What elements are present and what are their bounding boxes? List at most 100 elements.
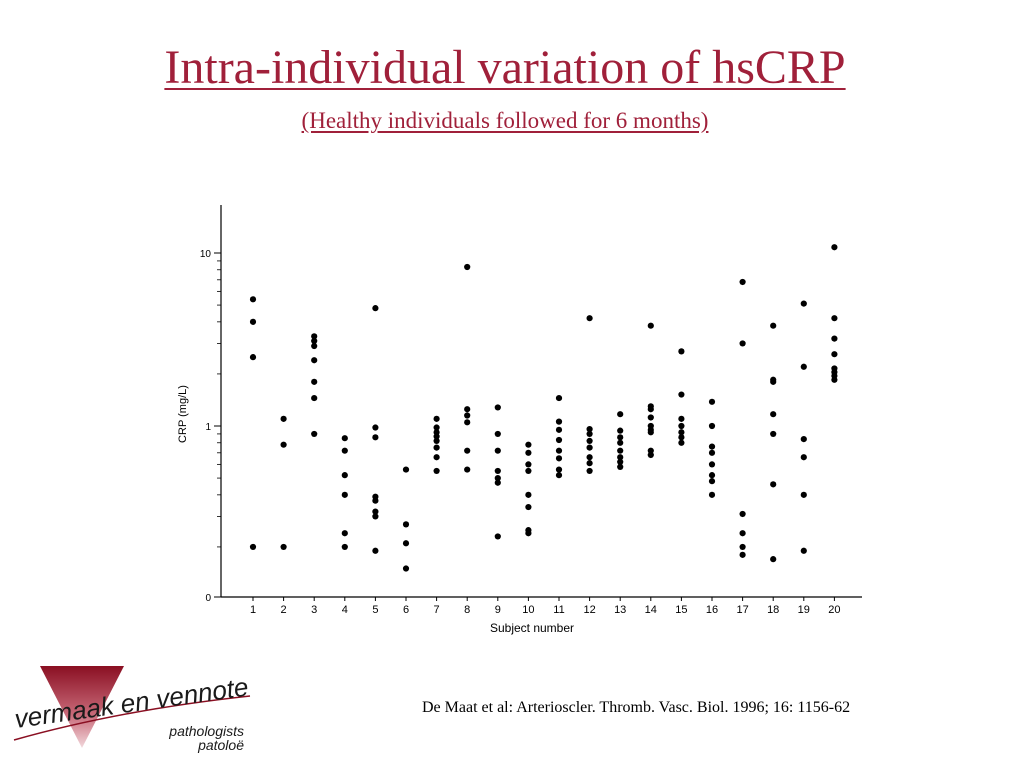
data-point [494, 447, 501, 454]
data-point [831, 335, 838, 342]
data-point [555, 418, 563, 425]
x-tick-label: 1 [250, 604, 256, 616]
data-point [494, 533, 501, 540]
data-point [708, 398, 716, 405]
data-point [678, 348, 685, 355]
data-point [341, 435, 348, 442]
data-point [555, 466, 563, 473]
chart-points [249, 244, 838, 572]
x-tick-label: 14 [645, 604, 657, 616]
data-point [280, 441, 287, 448]
data-point [372, 508, 379, 515]
y-tick-label: 10 [200, 249, 212, 260]
data-point [708, 449, 716, 456]
data-point [739, 530, 746, 537]
data-point [647, 406, 654, 413]
x-tick-label: 8 [464, 604, 470, 616]
data-point [249, 354, 257, 361]
x-tick-label: 4 [342, 604, 348, 616]
data-point [464, 412, 471, 419]
data-point [708, 422, 716, 430]
data-point [372, 547, 379, 554]
data-point [372, 434, 379, 441]
data-point [402, 466, 410, 473]
data-point [831, 315, 838, 322]
data-point [372, 305, 379, 312]
data-point [586, 315, 593, 322]
data-point [800, 547, 807, 554]
data-point [586, 460, 593, 467]
data-point [249, 318, 257, 325]
data-point [249, 296, 257, 303]
data-point [831, 351, 838, 358]
data-point [800, 454, 807, 461]
data-point [586, 444, 593, 451]
data-point [770, 481, 777, 488]
data-point [678, 429, 685, 436]
x-tick-label: 13 [614, 604, 626, 616]
x-tick-label: 9 [495, 604, 501, 616]
data-point [464, 419, 471, 426]
data-point [341, 543, 348, 551]
data-point [617, 427, 624, 434]
x-tick-label: 10 [522, 604, 534, 616]
data-point [800, 435, 807, 443]
data-point [311, 337, 318, 345]
data-point [800, 300, 807, 307]
data-point [647, 322, 654, 329]
data-point [739, 551, 746, 558]
data-point [372, 424, 379, 431]
data-point [433, 437, 440, 445]
x-tick-label: 6 [403, 604, 409, 616]
data-point [586, 454, 593, 461]
data-point [525, 491, 532, 498]
y-tick-label: 1 [205, 422, 211, 433]
data-point [800, 363, 807, 370]
data-point [617, 439, 624, 446]
data-point [708, 491, 716, 498]
data-point [800, 491, 807, 498]
data-point [555, 447, 563, 454]
data-point [770, 378, 777, 385]
data-point [678, 391, 685, 398]
data-point [647, 429, 654, 436]
data-point [433, 415, 440, 422]
data-point [617, 447, 624, 454]
data-point [464, 466, 471, 473]
data-point [433, 424, 440, 431]
data-point [249, 543, 257, 551]
data-point [525, 461, 532, 468]
data-point [464, 406, 471, 413]
x-axis-label: Subject number [490, 621, 574, 635]
data-point [617, 463, 624, 471]
data-point [586, 425, 593, 433]
data-point [433, 467, 440, 475]
company-logo: vermaak en vennote pathologists patoloë [13, 666, 251, 753]
y-tick-label: 0 [205, 593, 211, 604]
logo-swoosh [13, 695, 251, 741]
data-point [555, 436, 563, 444]
data-point [678, 434, 685, 441]
data-point [311, 333, 318, 340]
data-point [555, 455, 563, 462]
logo-triangle [40, 666, 124, 748]
data-point [770, 322, 777, 329]
x-tick-label: 5 [372, 604, 378, 616]
data-point [770, 556, 777, 563]
x-tick-label: 11 [553, 604, 564, 616]
data-point [402, 565, 410, 572]
data-point [555, 426, 563, 433]
data-point [341, 472, 348, 479]
data-point [586, 467, 593, 475]
x-tick-label: 12 [583, 604, 595, 616]
x-tick-label: 16 [706, 604, 718, 616]
data-point [739, 543, 746, 551]
data-point [433, 454, 440, 461]
data-point [708, 461, 716, 468]
y-axis-label: CRP (mg/L) [177, 385, 189, 443]
data-point [525, 467, 532, 475]
x-tick-label: 7 [434, 604, 440, 616]
data-point [555, 472, 563, 479]
